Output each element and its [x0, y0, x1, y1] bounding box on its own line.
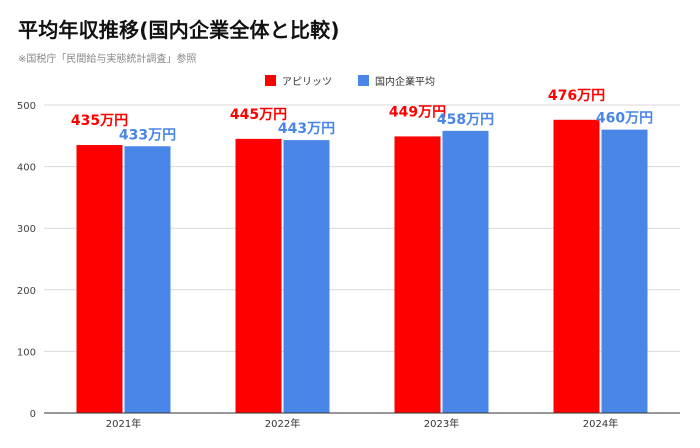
- data-label-series-b: 460万円: [596, 111, 653, 127]
- data-label-series-b: 433万円: [119, 127, 176, 143]
- bar-series-b: [283, 140, 330, 413]
- bar-series-b: [124, 146, 171, 413]
- bar-series-b: [601, 129, 648, 413]
- chart-title: 平均年収推移(国内企業全体と比較): [18, 18, 340, 42]
- y-tick-label: 400: [17, 163, 36, 174]
- legend-swatch-series-a: [265, 75, 276, 86]
- bar-series-a: [553, 119, 600, 413]
- bar-series-a: [235, 138, 282, 413]
- data-label-series-a: 449万円: [389, 104, 446, 120]
- legend-label-series-b: 国内企業平均: [375, 77, 435, 88]
- data-label-series-a: 445万円: [230, 107, 287, 123]
- legend-item-series-a: アピリッツ: [265, 73, 332, 88]
- y-tick-label: 0: [30, 409, 36, 420]
- chart-subtitle: ※国税庁「民間給与実態統計調査」参照: [18, 54, 197, 65]
- x-tick-label: 2023年: [424, 417, 459, 430]
- data-label-series-a: 476万円: [548, 88, 605, 104]
- data-label-series-b: 443万円: [278, 121, 335, 137]
- x-tick-label: 2022年: [265, 417, 300, 430]
- legend: アピリッツ 国内企業平均: [0, 73, 700, 88]
- data-label-series-b: 458万円: [437, 112, 494, 128]
- legend-label-series-a: アピリッツ: [282, 77, 332, 88]
- data-label-series-a: 435万円: [71, 113, 128, 129]
- bar-series-b: [442, 130, 489, 413]
- y-tick-label: 100: [17, 347, 36, 358]
- y-tick-label: 200: [17, 286, 36, 297]
- legend-item-series-b: 国内企業平均: [358, 73, 435, 88]
- y-tick-label: 500: [17, 101, 36, 112]
- bar-series-a: [394, 136, 441, 413]
- legend-swatch-series-b: [358, 75, 369, 86]
- x-tick-label: 2021年: [106, 417, 141, 430]
- bar-series-a: [76, 145, 123, 414]
- x-tick-label: 2024年: [583, 417, 618, 430]
- y-tick-label: 300: [17, 224, 36, 235]
